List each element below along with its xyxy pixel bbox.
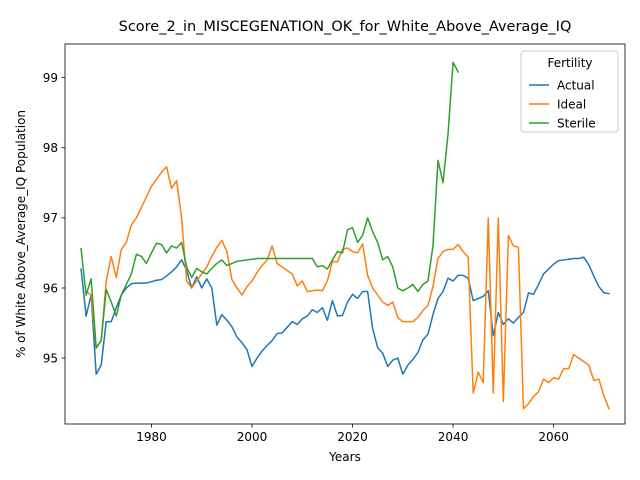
legend-title: Fertility [547, 56, 592, 70]
x-tick-label: 2020 [337, 430, 368, 444]
series-line-sterile [80, 61, 460, 349]
y-tick-label: 98 [43, 141, 58, 155]
y-axis: 95 96 97 98 99 [43, 71, 65, 365]
y-tick-label: 99 [43, 71, 58, 85]
legend: Fertility Actual Ideal Sterile [520, 50, 619, 133]
legend-box [520, 50, 619, 133]
x-axis: 1980 2000 2020 2040 2060 [136, 424, 569, 444]
plot-frame [64, 43, 626, 425]
y-tick-label: 97 [43, 211, 58, 225]
x-tick-label: 2000 [237, 430, 268, 444]
series-lines [80, 61, 610, 410]
x-tick-label: 2060 [538, 430, 569, 444]
y-axis-label: % of White Above_Average_IQ Population [14, 110, 28, 358]
legend-label-sterile: Sterile [557, 116, 596, 130]
chart-title: Score_2_in_MISCEGENATION_OK_for_White_Ab… [119, 19, 572, 35]
y-tick-label: 95 [43, 351, 58, 365]
x-tick-label: 2040 [438, 430, 469, 444]
plot-area [64, 43, 626, 425]
y-tick-label: 96 [43, 281, 58, 295]
x-tick-label: 1980 [136, 430, 167, 444]
legend-items: Actual Ideal Sterile [529, 78, 596, 130]
series-line-ideal [85, 165, 610, 410]
legend-label-actual: Actual [557, 78, 595, 92]
x-axis-label: Years [328, 450, 361, 464]
legend-label-ideal: Ideal [557, 97, 586, 111]
